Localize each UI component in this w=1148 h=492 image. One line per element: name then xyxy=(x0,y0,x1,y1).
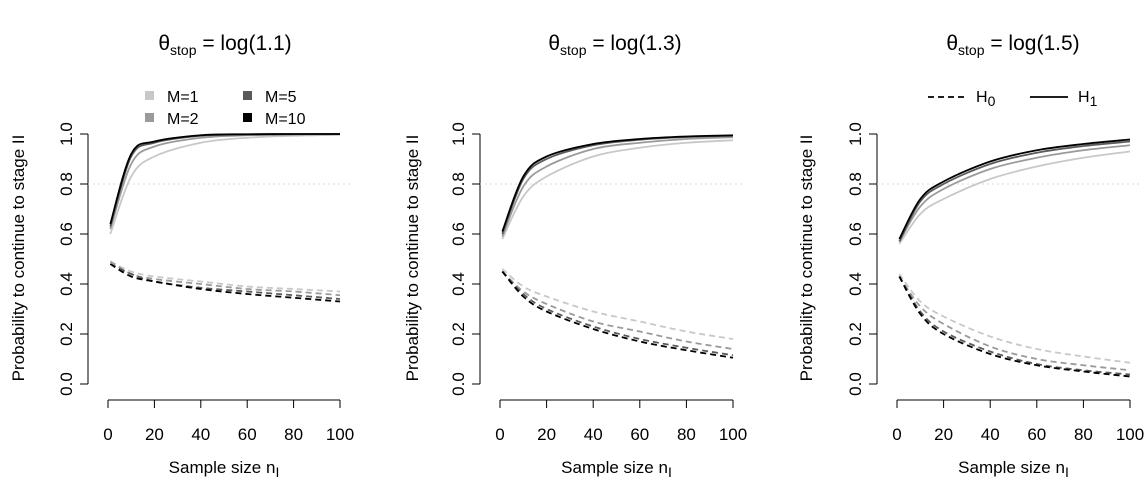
legend-label: M=10 xyxy=(265,111,306,128)
x-tick-label: 60 xyxy=(238,425,257,444)
series-line-M10-h0 xyxy=(501,270,734,359)
legend-swatch xyxy=(145,91,154,100)
y-tick-label: 0.0 xyxy=(449,372,468,396)
y-axis-label: Probability to continue to stage II xyxy=(797,135,816,382)
x-tick-label: 80 xyxy=(677,425,696,444)
panel-title: θstop = log(1.1) xyxy=(158,32,291,58)
series-line-M10-h1 xyxy=(109,133,341,225)
y-tick-label: 1.0 xyxy=(449,122,468,146)
series-line-M1-h1 xyxy=(501,139,734,240)
x-tick-label: 60 xyxy=(630,425,649,444)
x-tick-label: 40 xyxy=(981,425,1000,444)
x-tick-label: 100 xyxy=(719,425,747,444)
series-line-M5-h0 xyxy=(898,276,1131,376)
y-tick-label: 1.0 xyxy=(846,122,865,146)
series-line-M10-h1 xyxy=(898,138,1131,240)
legend-label: M=1 xyxy=(167,89,199,106)
series-line-M5-h0 xyxy=(501,270,734,357)
y-tick-label: 0.6 xyxy=(449,222,468,246)
x-tick-label: 100 xyxy=(1116,425,1144,444)
y-axis-label: Probability to continue to stage II xyxy=(9,135,28,382)
y-tick-label: 0.4 xyxy=(846,272,865,296)
series-line-M10-h0 xyxy=(109,263,341,303)
legend-label: M=5 xyxy=(265,89,297,106)
series-line-M2-h1 xyxy=(501,136,734,237)
legend-swatch xyxy=(243,113,252,122)
panel-title: θstop = log(1.3) xyxy=(548,32,681,58)
panel-1: θstop = log(1.1) 0.0 0.2 0.4 0.6 0.8 1.0 Probab… xyxy=(9,32,354,480)
legend-label: M=2 xyxy=(167,111,199,128)
y-tick-label: 0.2 xyxy=(57,322,76,346)
x-tick-label: 0 xyxy=(892,425,901,444)
x-tick-label: 40 xyxy=(191,425,210,444)
y-tick-label: 0.8 xyxy=(846,172,865,196)
y-tick-label: 0.6 xyxy=(846,222,865,246)
legend-swatch xyxy=(145,113,154,122)
series-line-M2-h0 xyxy=(109,260,341,297)
x-tick-label: 20 xyxy=(934,425,953,444)
series-line-M2-h1 xyxy=(898,144,1131,242)
series-line-M5-h0 xyxy=(109,263,341,300)
x-tick-label: 100 xyxy=(326,425,354,444)
series-line-M1-h1 xyxy=(898,150,1131,245)
x-tick-label: 20 xyxy=(537,425,556,444)
x-tick-label: 0 xyxy=(495,425,504,444)
y-axis-label: Probability to continue to stage II xyxy=(403,135,422,382)
legend-label: H0 xyxy=(976,89,996,109)
x-tick-label: 20 xyxy=(145,425,164,444)
x-axis-label: Sample size nI xyxy=(561,458,672,480)
series-line-M2-h0 xyxy=(898,275,1131,372)
legend-swatch xyxy=(243,91,252,100)
x-tick-label: 80 xyxy=(284,425,303,444)
legend-label: H1 xyxy=(1078,89,1098,109)
y-tick-label: 0.2 xyxy=(449,322,468,346)
series-line-M1-h0 xyxy=(501,268,734,340)
series-line-M5-h1 xyxy=(109,133,341,227)
y-tick-label: 0.0 xyxy=(57,372,76,396)
series-line-M2-h1 xyxy=(109,133,341,230)
series-line-M1-h0 xyxy=(898,273,1131,364)
y-tick-label: 0.4 xyxy=(57,272,76,296)
series-line-M1-h0 xyxy=(109,260,341,293)
x-axis-label: Sample size nI xyxy=(169,458,280,480)
y-tick-label: 0.8 xyxy=(449,172,468,196)
series-line-M10-h1 xyxy=(501,134,734,232)
series-line-M1-h1 xyxy=(109,133,341,235)
series-line-M10-h0 xyxy=(898,276,1131,378)
series-line-M2-h0 xyxy=(501,270,734,350)
x-tick-label: 0 xyxy=(103,425,112,444)
x-tick-label: 80 xyxy=(1074,425,1093,444)
panel-2: θstop = log(1.3) 0.0 0.2 0.4 0.6 0.8 1.0 Probab… xyxy=(403,32,747,480)
x-tick-label: 40 xyxy=(584,425,603,444)
x-axis-label: Sample size nI xyxy=(958,458,1069,480)
y-tick-label: 0.6 xyxy=(57,222,76,246)
series-line-M5-h1 xyxy=(898,140,1131,242)
x-tick-label: 60 xyxy=(1027,425,1046,444)
y-tick-label: 0.4 xyxy=(449,272,468,296)
panel-3: θstop = log(1.5) 0.0 0.2 0.4 0.6 0.8 1.0 Probab… xyxy=(797,32,1144,480)
y-tick-label: 0.0 xyxy=(846,372,865,396)
y-tick-label: 0.2 xyxy=(846,322,865,346)
panel-title: θstop = log(1.5) xyxy=(946,32,1079,58)
y-tick-label: 0.8 xyxy=(57,172,76,196)
y-tick-label: 1.0 xyxy=(57,122,76,146)
